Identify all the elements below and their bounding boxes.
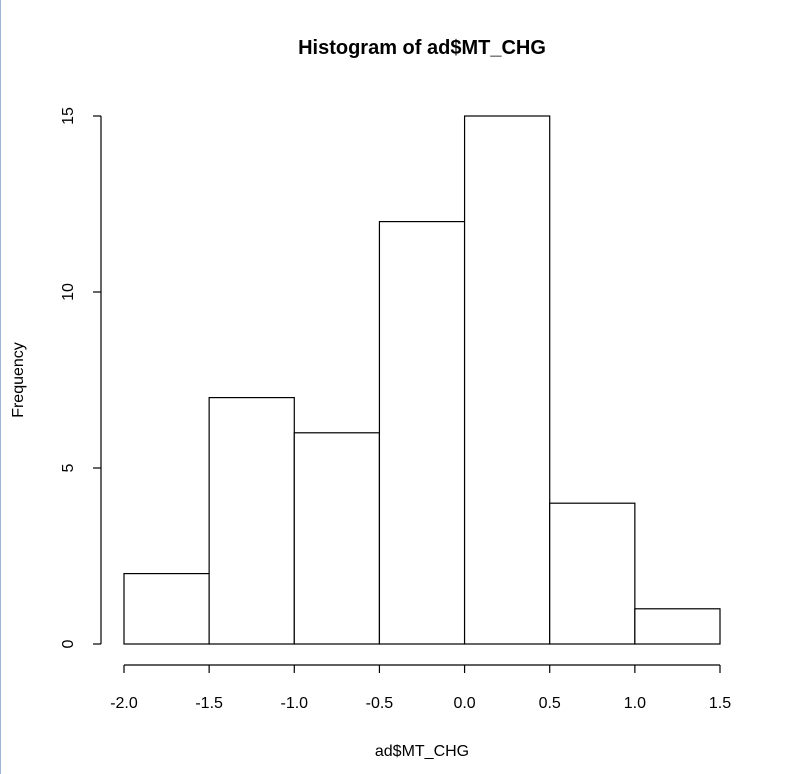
- x-tick-label: -0.5: [366, 695, 394, 712]
- y-axis: 0 5 10 15: [60, 107, 102, 648]
- histogram-bar: [549, 502, 636, 645]
- x-axis-label: ad$MT_CHG: [375, 743, 469, 760]
- y-tick-label: 10: [60, 283, 77, 301]
- y-tick-label: 0: [60, 639, 77, 648]
- x-tick-label: 1.0: [624, 695, 646, 712]
- chart-title: Histogram of ad$MT_CHG: [298, 37, 546, 59]
- histogram-bar: [634, 608, 721, 645]
- x-tick-label: -1.0: [280, 695, 308, 712]
- x-tick-label: 0.0: [453, 695, 475, 712]
- histogram-bar: [208, 397, 295, 645]
- histogram-bar: [123, 572, 210, 645]
- x-axis: -2.0 -1.5 -1.0 -0.5 0.0 0.5 1.0 1.5: [110, 664, 731, 712]
- x-tick-label: -2.0: [110, 695, 138, 712]
- x-tick-label: -1.5: [195, 695, 223, 712]
- x-tick-label: 1.5: [709, 695, 731, 712]
- bars-group: [123, 115, 721, 645]
- y-axis-label: Frequency: [10, 342, 27, 418]
- histogram-bar: [378, 221, 466, 645]
- histogram-bar: [463, 115, 551, 645]
- y-tick-label: 5: [60, 463, 77, 472]
- x-tick-label: 0.5: [539, 695, 561, 712]
- histogram-bar: [293, 432, 381, 645]
- y-tick-label: 15: [60, 107, 77, 125]
